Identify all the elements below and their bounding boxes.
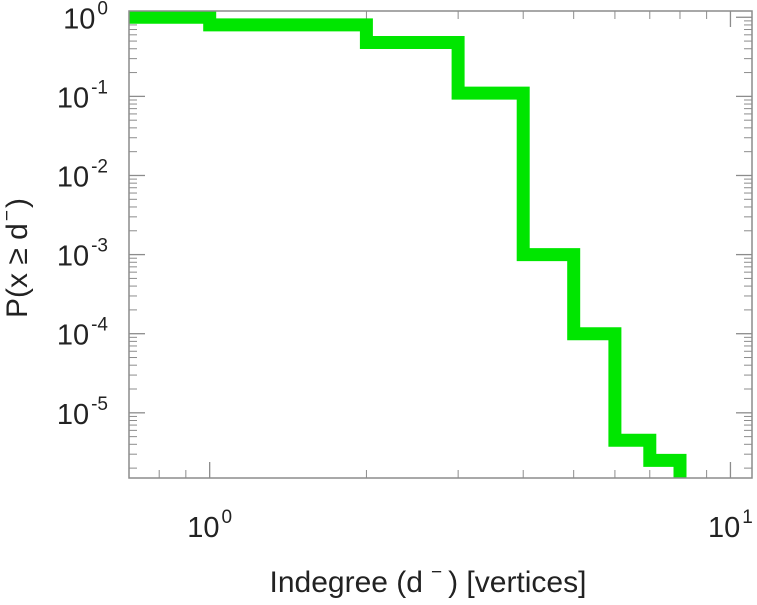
x-tick-label: 10 0 [187,507,232,544]
data-series [129,10,687,478]
y-tick-exp: -1 [91,77,108,98]
plot-frame [128,10,753,479]
y-tick-label: 10 -5 [57,394,108,431]
tick-labels: 10 010 -110 -210 -310 -410 -510 0 10 1 [57,0,753,544]
y-tick-base: 10 [57,82,89,114]
minor-ticks [128,11,752,478]
x-tick-exp: 1 [742,507,753,528]
y-tick-label: 10 -3 [57,236,108,273]
y-axis-label-post: ) [1,198,34,208]
x-axis-label-post: ) [vertices] [448,566,586,599]
y-tick-exp: -2 [91,156,108,177]
x-axis-label-pre: Indegree (d [270,566,423,599]
x-tick-exp: 0 [222,507,233,528]
y-tick-base: 10 [57,241,89,273]
y-tick-label: 10 -1 [57,77,108,114]
y-tick-label: 10 -2 [57,156,108,193]
y-axis-label-pre: P(x ≥ d [1,223,34,318]
x-tick-base: 10 [708,512,740,544]
major-ticks [129,11,752,478]
y-tick-exp: -5 [91,394,108,415]
y-tick-base: 10 [57,399,89,431]
y-tick-label: 10 0 [63,0,108,35]
x-tick-label: 10 1 [708,507,753,544]
y-axis-label-sup: − [0,210,18,221]
y-tick-base: 10 [57,161,89,193]
y-axis-label: P(x ≥ d −) [0,198,34,318]
y-tick-label: 10 -4 [57,315,109,352]
x-tick-base: 10 [187,512,219,544]
x-axis-label-sup: − [431,562,442,583]
y-tick-exp: -3 [91,236,108,257]
y-tick-exp: 0 [97,0,108,19]
y-tick-exp: -4 [91,315,108,336]
series-step-line [129,10,687,478]
x-axis-label: Indegree (d −) [vertices] [270,562,587,599]
y-tick-base: 10 [57,320,89,352]
y-tick-base: 10 [63,3,95,35]
